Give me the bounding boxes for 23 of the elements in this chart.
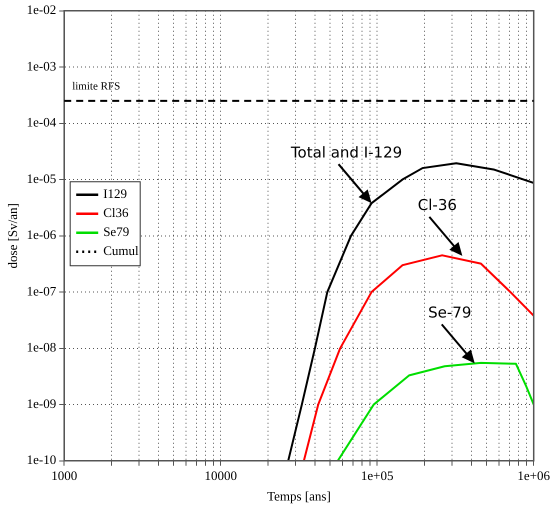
annotation: Se-79 [428, 304, 472, 322]
y-axis-title: dose [Sv/an] [5, 203, 20, 268]
legend-label: Cl36 [103, 205, 129, 220]
x-axis-title: Temps [ans] [267, 488, 331, 504]
y-tick-label: 1e-10 [26, 452, 56, 468]
y-tick-label: 1e-02 [26, 2, 56, 18]
x-tick-label: 1e+06 [517, 468, 550, 484]
x-tick-label: 1000 [51, 468, 78, 484]
y-tick-label: 1e-08 [26, 340, 56, 355]
y-tick-label: 1e-03 [26, 58, 56, 74]
ref-line-label: limite RFS [72, 80, 120, 92]
y-tick-label: 1e-06 [26, 227, 57, 242]
annotation: Total and I-129 [290, 144, 402, 162]
y-tick-label: 1e-07 [26, 283, 57, 298]
x-tick-label: 1e+05 [360, 468, 394, 484]
legend-label: I129 [103, 186, 128, 202]
annotation: Cl-36 [418, 196, 457, 214]
legend-label: Cumul [103, 243, 139, 258]
x-tick-label: 10000 [204, 468, 237, 484]
y-tick-label: 1e-04 [26, 114, 57, 130]
legend-label: Se79 [103, 224, 130, 240]
y-tick-label: 1e-09 [26, 396, 56, 411]
y-tick-label: 1e-05 [26, 170, 56, 186]
